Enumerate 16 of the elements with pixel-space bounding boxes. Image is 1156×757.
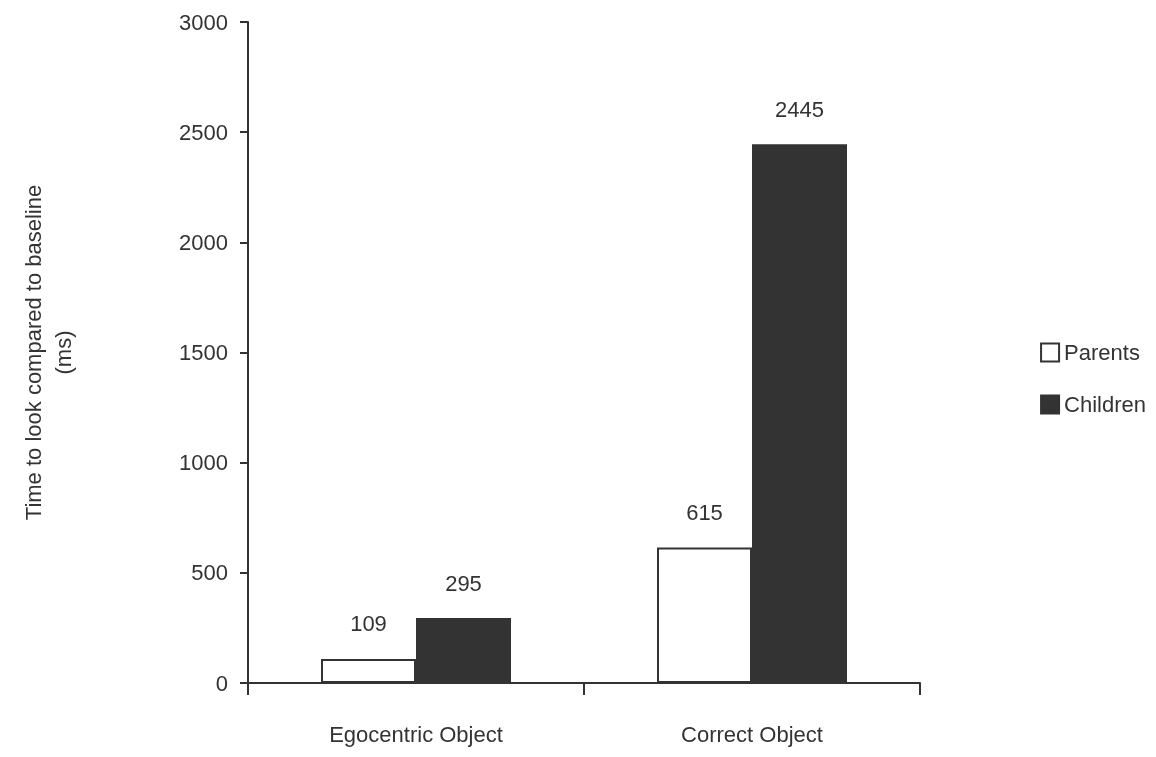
y-tick-label: 3000 xyxy=(179,9,228,35)
y-tick-label: 500 xyxy=(191,560,228,586)
y-tick-label: 2000 xyxy=(179,229,228,255)
y-tick-label: 0 xyxy=(215,670,228,696)
y-tick-label: 1000 xyxy=(179,450,228,476)
legend-label: Children xyxy=(1064,392,1147,417)
legend-label: Parents xyxy=(1064,340,1140,365)
x-tick-label: Correct Object xyxy=(681,721,823,747)
data-label: 295 xyxy=(445,570,482,596)
y-tick-label: 2500 xyxy=(179,119,228,145)
x-tick-label: Egocentric Object xyxy=(329,721,503,747)
data-label: 615 xyxy=(686,499,723,525)
data-label: 109 xyxy=(350,611,387,637)
y-axis-title: Time to look compared to baseline (ms) xyxy=(20,184,76,521)
y-tick-label: 1500 xyxy=(179,340,228,365)
data-label: 2445 xyxy=(775,96,824,122)
